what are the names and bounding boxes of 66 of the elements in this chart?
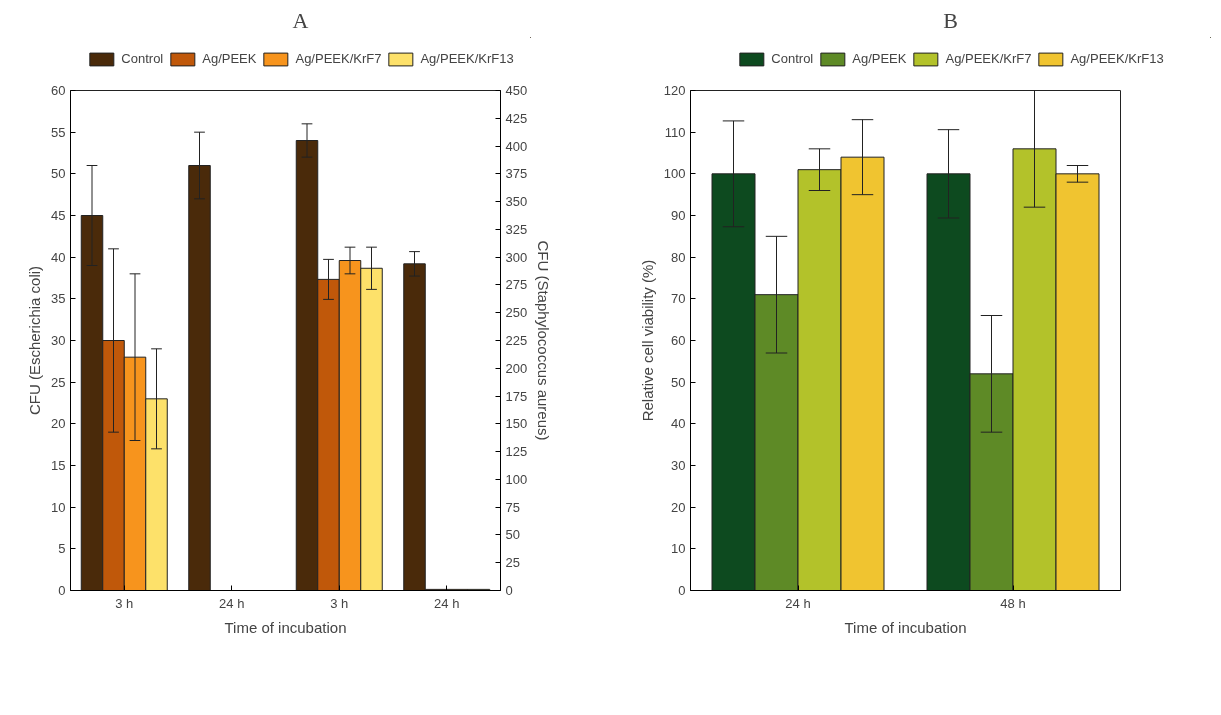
legend-label: Control — [121, 51, 164, 66]
y2-tick-label: 125 — [505, 444, 528, 460]
y2-axis-title: CFU (Staphylococcus aureus) — [535, 240, 553, 441]
y2-tick-label: 100 — [505, 471, 528, 487]
legend-label: Ag/PEEK/KrF13 — [420, 51, 514, 66]
y2-tick-label: 50 — [505, 527, 520, 543]
legend-label: Ag/PEEK/KrF7 — [945, 51, 1032, 66]
x-axis-title: Time of incubation — [844, 618, 967, 636]
y2-tick-label: 75 — [505, 499, 520, 515]
y-tick-label: 35 — [51, 291, 66, 307]
y2-tick-label: 400 — [505, 138, 528, 154]
y-tick-label: 30 — [51, 333, 66, 348]
x-tick-label: 3 h — [330, 595, 349, 611]
y2-tick-label: 175 — [505, 388, 528, 404]
y-tick-label: 10 — [51, 499, 66, 515]
y-axis-title: Relative cell viability (%) — [638, 259, 656, 422]
y-tick-label: 20 — [671, 499, 686, 515]
y-tick-label: 120 — [663, 83, 686, 98]
y-tick-label: 90 — [671, 208, 686, 223]
y-tick-label: 70 — [671, 291, 686, 307]
y-tick-label: 20 — [51, 416, 66, 432]
legend-label: Control — [771, 51, 814, 66]
y2-tick-label: 300 — [505, 249, 528, 265]
y-tick-label: 25 — [51, 374, 66, 390]
chart-title: B — [943, 7, 958, 33]
y2-tick-label: 250 — [505, 305, 528, 321]
y2-tick-label: 225 — [505, 333, 528, 348]
legend-label: Ag/PEEK — [202, 51, 257, 66]
chart-title: A — [292, 7, 309, 33]
x-axis-title: Time of incubation — [224, 618, 347, 636]
x-tick-label: 3 h — [115, 595, 134, 611]
x-tick-label: 24 h — [219, 595, 245, 611]
y-tick-label: 55 — [51, 124, 66, 140]
y2-tick-label: 375 — [505, 166, 528, 182]
y-tick-label: 60 — [51, 83, 66, 98]
y-tick-label: 60 — [671, 333, 686, 348]
y-tick-label: 50 — [51, 166, 66, 182]
x-tick-label: 24 h — [434, 595, 460, 611]
legend-label: Ag/PEEK/KrF13 — [1070, 51, 1164, 66]
y-tick-label: 10 — [671, 541, 686, 557]
y-tick-label: 50 — [671, 374, 686, 390]
y2-tick-label: 450 — [505, 83, 528, 98]
y-tick-label: 40 — [51, 249, 66, 265]
y-tick-label: 15 — [51, 458, 66, 473]
x-tick-label: 24 h — [785, 595, 811, 611]
legend-label: Ag/PEEK — [852, 51, 907, 66]
y-tick-label: 40 — [671, 416, 686, 432]
y-tick-label: 45 — [51, 208, 66, 223]
y2-tick-label: 150 — [505, 416, 528, 432]
legend-label: Ag/PEEK/KrF7 — [295, 51, 382, 66]
y2-tick-label: 200 — [505, 360, 528, 376]
x-tick-label: 48 h — [1000, 595, 1026, 611]
y-tick-label: 0 — [678, 583, 686, 598]
y2-tick-label: 0 — [505, 583, 513, 598]
y-tick-label: 110 — [664, 124, 686, 140]
y2-tick-label: 350 — [505, 194, 528, 210]
y-axis-title: CFU (Escherichia coli) — [26, 265, 44, 416]
y2-tick-label: 425 — [505, 110, 528, 126]
y-tick-label: 80 — [671, 249, 686, 265]
y2-tick-label: 275 — [505, 277, 528, 293]
y-tick-label: 30 — [671, 458, 686, 473]
y2-tick-label: 325 — [505, 221, 528, 237]
y-tick-label: 5 — [58, 541, 66, 557]
y2-tick-label: 25 — [505, 555, 520, 571]
y-tick-label: 0 — [58, 583, 66, 598]
y-tick-label: 100 — [663, 166, 686, 182]
